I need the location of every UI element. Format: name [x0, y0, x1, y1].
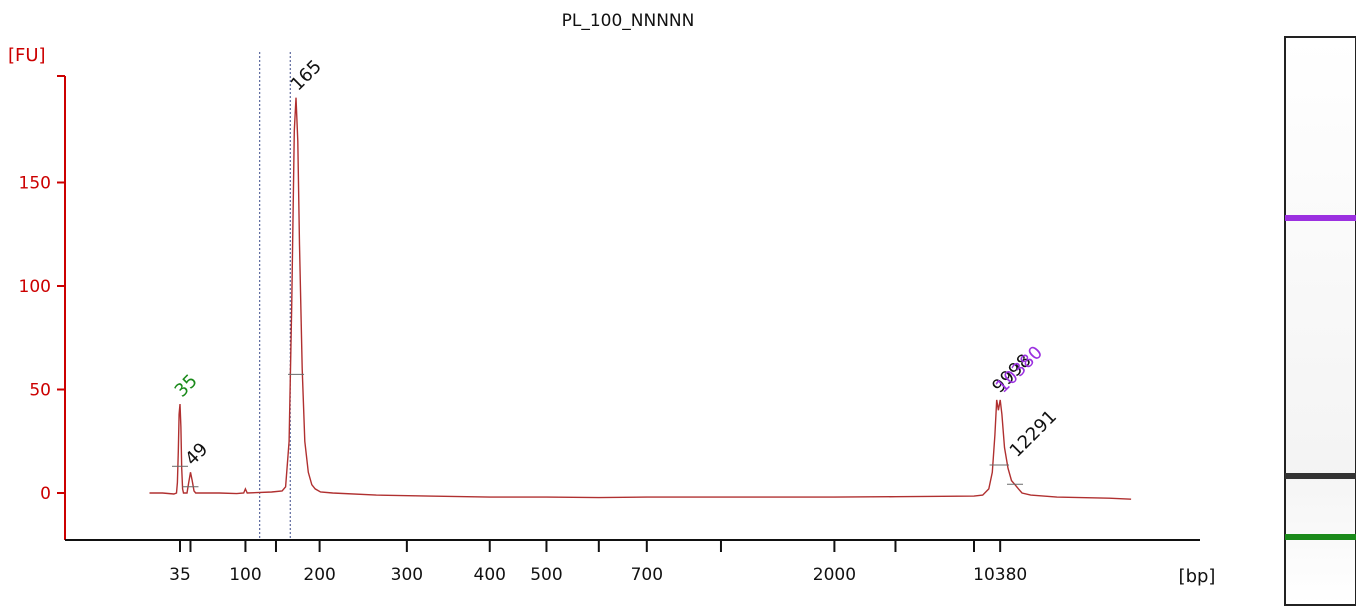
x-tick-label: 300 [391, 565, 423, 585]
y-tick-label: 50 [29, 381, 51, 401]
gel-band-lower-marker [1285, 534, 1356, 540]
x-tick-label: 700 [631, 565, 663, 585]
y-axis-label: [FU] [8, 45, 46, 66]
x-tick-label: 500 [530, 565, 562, 585]
y-tick-label: 100 [19, 277, 51, 297]
gel-band-upper-marker [1285, 215, 1356, 221]
x-tick-label: 35 [169, 565, 191, 585]
x-tick-label: 400 [474, 565, 506, 585]
x-axis-label: [bp] [1179, 566, 1216, 587]
x-tick-label: 100 [229, 565, 261, 585]
y-tick-label: 0 [40, 484, 51, 504]
y-tick-label: 150 [19, 174, 51, 194]
trace-line [149, 97, 1132, 500]
x-tick-label: 10380 [973, 565, 1027, 585]
gel-lane-frame [1284, 36, 1356, 606]
x-tick-label: 2000 [813, 565, 856, 585]
x-tick-label: 200 [303, 565, 335, 585]
chart-title: PL_100_NNNNN [562, 11, 695, 31]
gel-band-sample [1285, 473, 1356, 479]
